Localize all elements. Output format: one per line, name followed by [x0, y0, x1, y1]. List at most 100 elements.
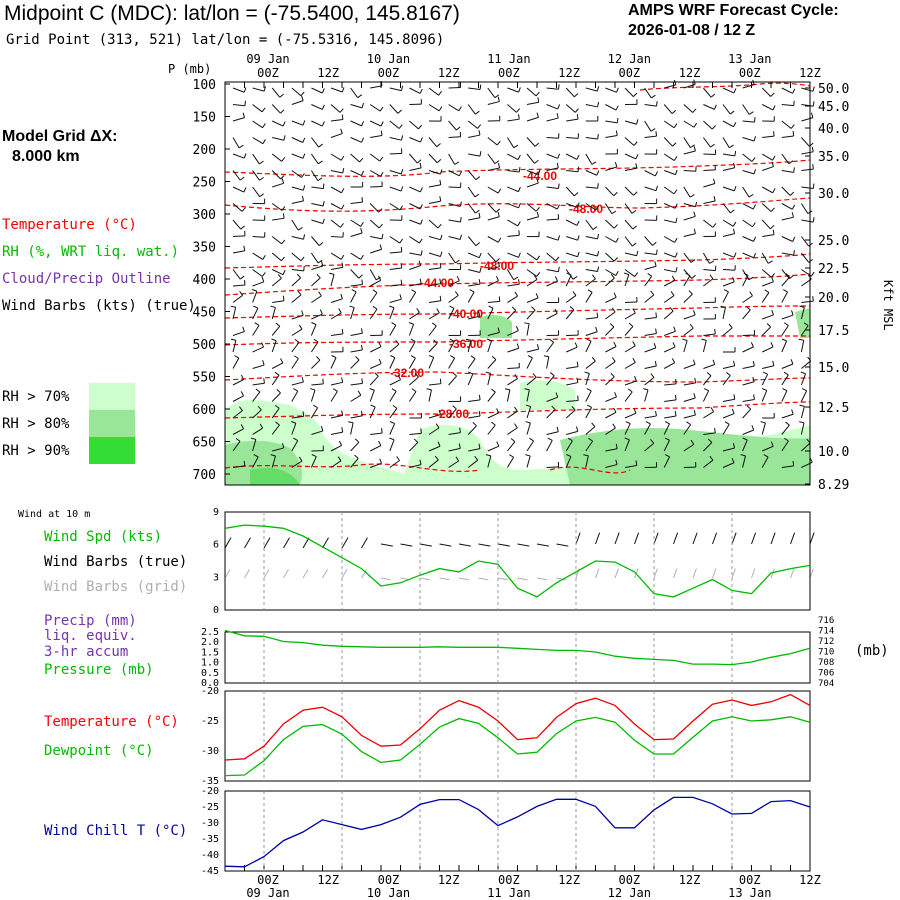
wind-barb	[232, 170, 241, 181]
wind-barb	[468, 153, 481, 157]
wind-barb	[644, 276, 653, 287]
wind-barb-flag	[770, 207, 775, 212]
wind-barb	[585, 137, 598, 140]
wind-barb-flag	[693, 410, 696, 416]
wind-barb	[350, 284, 363, 287]
wind-barb	[683, 137, 691, 148]
wind-barb	[428, 200, 441, 204]
wind-barb-flag	[238, 144, 244, 149]
wind-barb	[409, 265, 421, 270]
wind-barb	[330, 133, 343, 138]
wind-barb-flag	[439, 378, 442, 384]
wind-barb	[487, 300, 500, 303]
wind-barb-flag	[783, 322, 789, 326]
wind-barb	[409, 283, 422, 287]
height-tick-label: 20.0	[818, 291, 849, 306]
wind-barb-flag	[378, 440, 382, 446]
wind-barb	[487, 167, 500, 171]
wind-barb-flag	[694, 201, 698, 207]
wind-barb	[370, 185, 383, 188]
wind-barb-flag	[459, 427, 461, 433]
wind-barb-flag	[433, 339, 438, 344]
wind-barb-flag	[655, 131, 658, 137]
wind-barb-flag	[733, 394, 736, 400]
wind-barb-flag	[469, 289, 475, 293]
wind-barb-flag	[709, 455, 714, 461]
wind-barb	[310, 170, 319, 181]
wind-barb-flag	[655, 410, 657, 417]
wind-barb-flag	[632, 341, 636, 347]
wind-barb	[369, 120, 382, 127]
wind-barb-flag	[624, 437, 630, 441]
wind-barb	[330, 298, 343, 303]
wind-barb-flag	[632, 357, 636, 363]
wind-barb-flag	[399, 294, 402, 300]
wind-barb-flag	[320, 426, 324, 432]
wind-barb	[468, 315, 480, 320]
wind-barb	[467, 120, 478, 129]
wind-barb	[722, 447, 735, 452]
wind-barb	[742, 104, 750, 115]
wind-barb-flag	[282, 269, 286, 275]
wind-barb	[311, 203, 324, 207]
wind-barb	[467, 186, 476, 198]
wind-barb	[605, 346, 617, 353]
wind-barb-flag	[713, 104, 717, 110]
wind-barb	[252, 170, 260, 181]
wind-barb	[703, 183, 716, 188]
wind-barb	[428, 300, 441, 303]
wind-barb-flag	[750, 342, 754, 348]
wind-barb	[664, 219, 677, 224]
wind-barb-flag	[380, 171, 384, 177]
wind-barb-10m	[575, 532, 581, 545]
wind-barb-flag	[613, 341, 617, 347]
wind-barb	[801, 236, 810, 247]
date-label-top: 13 Jan	[728, 52, 771, 66]
wind-barb	[663, 440, 670, 452]
wind-barb	[781, 120, 792, 129]
wind-barb	[409, 87, 421, 94]
wind-barb-flag	[752, 361, 755, 367]
wind-barb	[703, 442, 713, 452]
wind-barb-flag	[597, 101, 600, 108]
wind-barb-flag	[515, 325, 519, 331]
wind-barb	[565, 186, 575, 197]
wind-barb	[761, 374, 769, 386]
wind-barb-flag	[615, 270, 619, 276]
wind-barb	[487, 455, 492, 468]
wind-barb	[800, 340, 805, 353]
wind-barb	[546, 466, 559, 468]
time-label-bottom: 00Z	[618, 873, 640, 887]
wind-barb-flag	[566, 272, 572, 276]
wind-barb-flag	[317, 177, 323, 182]
wind-barb-flag	[554, 308, 558, 314]
wind-barb	[428, 137, 438, 148]
wind-barb	[428, 283, 441, 287]
wind-barb	[506, 269, 515, 280]
wind-barb	[585, 331, 598, 336]
wind-barb-flag	[416, 307, 420, 313]
wind-barb	[605, 326, 615, 336]
wind-barb-flag	[591, 422, 596, 427]
date-label-bottom: 09 Jan	[246, 886, 289, 900]
wind-barb-flag	[360, 228, 363, 234]
wind-barb	[781, 424, 790, 435]
wind-barb	[487, 87, 496, 98]
wind-barb	[369, 153, 381, 162]
wind-barb	[742, 153, 753, 162]
wind-barb	[487, 266, 500, 270]
wind-barb-flag	[613, 224, 618, 229]
wind-barb	[252, 391, 261, 402]
wind-barb	[330, 266, 343, 270]
wind-barb	[487, 424, 496, 435]
wind-barb	[624, 269, 635, 277]
wind-barb	[369, 269, 377, 281]
wind-barb	[311, 137, 320, 148]
wind-barb	[663, 346, 676, 353]
wind-barb	[232, 117, 245, 122]
wind-barb	[624, 412, 637, 419]
wind-barb-flag	[458, 171, 463, 177]
wind-barb-flag	[647, 272, 652, 277]
wind-barb	[311, 219, 324, 224]
wind-barb-10m	[439, 543, 452, 547]
